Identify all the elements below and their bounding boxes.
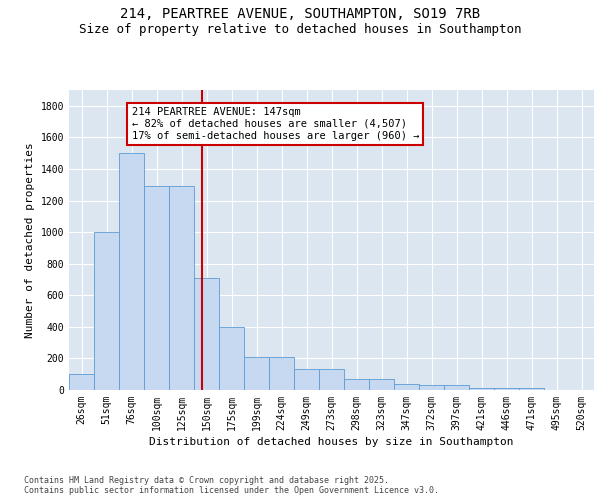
Bar xyxy=(219,327,244,390)
Bar xyxy=(319,370,344,390)
Bar xyxy=(519,388,544,390)
Bar xyxy=(344,379,369,390)
Bar xyxy=(119,153,144,390)
Text: Size of property relative to detached houses in Southampton: Size of property relative to detached ho… xyxy=(79,22,521,36)
Bar xyxy=(244,357,269,390)
Bar xyxy=(369,379,394,390)
Text: 214 PEARTREE AVENUE: 147sqm
← 82% of detached houses are smaller (4,507)
17% of : 214 PEARTREE AVENUE: 147sqm ← 82% of det… xyxy=(131,108,419,140)
Bar xyxy=(444,386,469,390)
X-axis label: Distribution of detached houses by size in Southampton: Distribution of detached houses by size … xyxy=(149,437,514,447)
Y-axis label: Number of detached properties: Number of detached properties xyxy=(25,142,35,338)
Bar xyxy=(419,386,444,390)
Bar xyxy=(469,388,494,390)
Bar xyxy=(94,232,119,390)
Bar xyxy=(69,374,94,390)
Bar xyxy=(294,370,319,390)
Text: 214, PEARTREE AVENUE, SOUTHAMPTON, SO19 7RB: 214, PEARTREE AVENUE, SOUTHAMPTON, SO19 … xyxy=(120,8,480,22)
Bar xyxy=(194,278,219,390)
Text: Contains HM Land Registry data © Crown copyright and database right 2025.
Contai: Contains HM Land Registry data © Crown c… xyxy=(24,476,439,495)
Bar xyxy=(144,186,169,390)
Bar xyxy=(494,388,519,390)
Bar xyxy=(169,186,194,390)
Bar xyxy=(394,384,419,390)
Bar xyxy=(269,357,294,390)
